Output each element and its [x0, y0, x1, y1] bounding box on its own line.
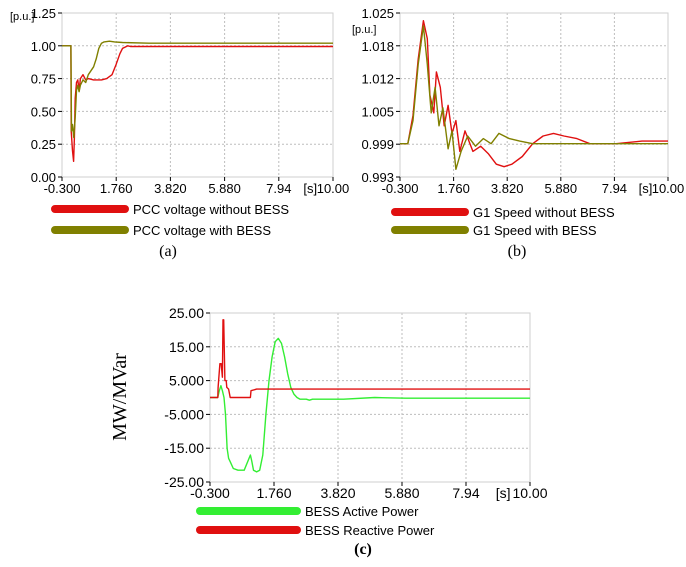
- y-tick-label: 1.00: [31, 39, 56, 54]
- y-unit-label: [p.u.]: [10, 11, 34, 23]
- y-tick-label: 1.012: [361, 72, 394, 87]
- legend-label-2: BESS Reactive Power: [305, 523, 435, 538]
- chart-caption: (c): [354, 541, 372, 558]
- series-line-2: [62, 40, 333, 139]
- series-line-1: [400, 20, 668, 168]
- x-tick-label: 5.880: [545, 181, 578, 196]
- y-tick-label: 0.25: [31, 137, 56, 152]
- y-axis-title: MW/MVar: [109, 353, 131, 441]
- x-tick-label: 7.94: [452, 485, 479, 501]
- legend-label-1: G1 Speed without BESS: [473, 205, 615, 220]
- plot-frame: [61, 12, 334, 178]
- chart-caption: (b): [508, 243, 527, 260]
- y-tick-label: 1.018: [361, 39, 394, 54]
- y-tick-label: 0.50: [31, 104, 56, 119]
- series-line-1: [210, 337, 530, 473]
- x-unit-label: [s]: [303, 181, 317, 196]
- x-tick-label: -0.300: [190, 485, 230, 501]
- series-line-2: [210, 319, 530, 399]
- x-tick-label: 7.94: [602, 181, 627, 196]
- y-tick-label: -15.00: [164, 440, 204, 456]
- x-tick-label: 3.820: [491, 181, 524, 196]
- y-tick-label: -5.000: [164, 406, 204, 422]
- chart-panel-c: -25.00 -15.00 -5.000 5.000 15.00 25.00 -0.300 1…: [109, 305, 548, 558]
- y-tick-label: 1.005: [361, 104, 394, 119]
- y-tick-label: -25.00: [164, 474, 204, 490]
- y-tick-label: 15.00: [169, 339, 204, 355]
- x-tick-label: 3.820: [320, 485, 355, 501]
- x-tick-label: 5.880: [208, 181, 241, 196]
- plot-frame: [399, 12, 669, 178]
- chart-panel-b: 0.993 0.999 1.005 1.012 1.018 1.025 -0.300 1.76…: [352, 6, 684, 260]
- x-tick-label: 1.760: [256, 485, 291, 501]
- x-tick-label: 1.760: [100, 181, 133, 196]
- x-tick-label: 5.880: [384, 485, 419, 501]
- chart-panel-a: 0.00 0.25 0.50 0.75 1.00 1.25 -0.300 1.760 3.820…: [10, 6, 349, 260]
- legend-label-2: PCC voltage with BESS: [133, 223, 271, 238]
- x-tick-label: 7.94: [266, 181, 291, 196]
- x-unit-label: [s]: [496, 485, 511, 501]
- x-unit-label: [s]: [639, 181, 653, 196]
- y-unit-label: [p.u.]: [352, 24, 376, 36]
- x-tick-label: 3.820: [154, 181, 187, 196]
- legend-label-1: BESS Active Power: [305, 504, 419, 519]
- y-tick-label: 0.00: [31, 170, 56, 185]
- x-tick-label: -0.300: [382, 181, 419, 196]
- y-tick-label: 0.993: [361, 170, 394, 185]
- x-tick-label: -0.300: [44, 181, 81, 196]
- legend-label-2: G1 Speed with BESS: [473, 223, 597, 238]
- x-tick-label: 1.760: [437, 181, 470, 196]
- legend-label-1: PCC voltage without BESS: [133, 202, 289, 217]
- chart-caption: (a): [159, 243, 177, 260]
- y-tick-label: 0.999: [361, 137, 394, 152]
- x-tick-label: 10.00: [512, 485, 547, 501]
- x-tick-label: 10.00: [317, 181, 350, 196]
- y-tick-label: 1.25: [31, 6, 56, 21]
- y-tick-label: 0.75: [31, 72, 56, 87]
- y-tick-label: 5.000: [169, 373, 204, 389]
- series-line-1: [62, 45, 333, 163]
- y-tick-label: 25.00: [169, 305, 204, 321]
- series-line-2: [400, 25, 668, 171]
- x-tick-label: 10.00: [652, 181, 685, 196]
- y-tick-label: 1.025: [361, 6, 394, 21]
